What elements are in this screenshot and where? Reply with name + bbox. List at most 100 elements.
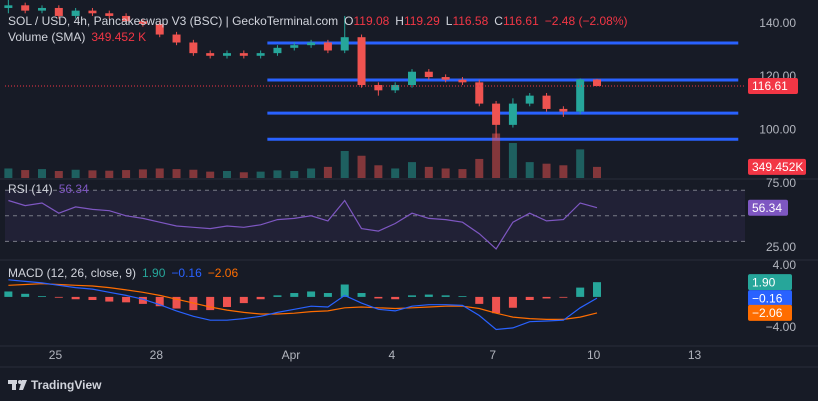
volume-bar (4, 168, 13, 178)
legend-value: 349.452 K (91, 30, 146, 44)
volume-bar (458, 169, 467, 178)
candle-body (441, 77, 450, 80)
candle-body (88, 10, 97, 14)
macd-histogram-bar (525, 296, 534, 301)
macd-histogram-bar (88, 296, 97, 301)
candle-body (391, 85, 400, 91)
volume-bar (492, 133, 501, 178)
volume-bar (273, 170, 282, 178)
volume-bar (155, 168, 164, 178)
macd-histogram-bar (21, 293, 30, 297)
x-tick-label: 28 (150, 348, 164, 362)
volume-bar (559, 165, 568, 178)
candle-body (374, 85, 383, 91)
value-box-label: −0.16 (752, 291, 783, 305)
candle-body (105, 13, 114, 16)
candle-body (357, 37, 366, 86)
candle-body (122, 15, 131, 22)
macd-histogram-bar (542, 296, 551, 299)
volume-bar (508, 143, 517, 178)
macd-histogram-bar (155, 296, 164, 307)
macd-histogram-bar (105, 296, 114, 302)
macd-histogram-bar (138, 296, 147, 304)
volume-bar (105, 170, 114, 178)
brand-logo (8, 380, 27, 390)
ohlc-value: 119.29 (404, 14, 440, 28)
ohlc-value: 119.08 (353, 14, 389, 28)
value-box (748, 78, 798, 95)
candle-body (559, 108, 568, 112)
macd-histogram-bar (441, 295, 450, 297)
candle-body (307, 42, 316, 46)
candle-body (542, 95, 551, 109)
ohlc-key: H (395, 14, 404, 28)
volume-legend: Volume (SMA) 349.452 K (8, 30, 146, 44)
x-tick-label: 25 (49, 348, 63, 362)
macd-histogram-bar (593, 282, 601, 297)
macd-histogram-bar (458, 296, 467, 297)
candle-body (223, 53, 231, 56)
ohlc-key: C (494, 14, 503, 28)
volume-bar (593, 166, 601, 178)
macd-histogram-bar (408, 295, 416, 297)
x-tick-label: 4 (388, 348, 395, 362)
macd-histogram-bar (307, 291, 316, 297)
change-value: −2.48 (−2.08%) (545, 14, 628, 28)
value-box (748, 290, 792, 307)
macd-histogram-bar (576, 287, 585, 297)
candle-body (54, 7, 63, 16)
macd-histogram-bar (492, 296, 501, 314)
volume-bar (290, 171, 299, 178)
candle-body (323, 42, 332, 51)
rsi-line (8, 199, 598, 250)
macd-line (8, 279, 598, 331)
macd-histogram-bar (38, 296, 46, 297)
y-tick-label: 100.00 (759, 122, 796, 136)
macd-histogram-bar (172, 296, 181, 309)
candle-body (525, 95, 534, 104)
candle-body (593, 79, 601, 87)
volume-bar (525, 162, 534, 178)
candle-body (239, 53, 248, 56)
value-box-label: 1.90 (752, 275, 776, 289)
x-tick-label: Apr (282, 348, 301, 362)
macd-histogram-bar (54, 296, 63, 298)
macd-histogram-bar (559, 296, 568, 298)
macd-histogram-bar (71, 296, 80, 300)
chart-title: SOL / USD, 4h, Pancakeswap V3 (BSC) | Ge… (8, 14, 628, 28)
macd-histogram-bar (290, 293, 299, 297)
macd-histogram-bar (256, 296, 265, 300)
macd-histogram-bar (357, 293, 366, 297)
candle-body (424, 71, 433, 78)
candle-body (189, 42, 198, 54)
macd-histogram-bar (4, 291, 13, 297)
title-text: SOL / USD, 4h, Pancakeswap V3 (BSC) | Ge… (8, 14, 338, 28)
volume-bar (357, 155, 366, 178)
volume-bar (408, 162, 416, 178)
value-box (748, 199, 788, 216)
volume-bar (374, 165, 383, 178)
candle-body (576, 79, 585, 112)
candle-body (38, 7, 46, 11)
macd-histogram-bar (273, 295, 282, 297)
volume-bar (475, 158, 484, 178)
candle-body (21, 5, 30, 11)
y-tick-label: 25.00 (766, 240, 796, 254)
legend-title: RSI (14) (8, 182, 53, 196)
volume-bar (54, 171, 63, 178)
ohlc-value: 116.61 (503, 14, 539, 28)
x-tick-label: 7 (489, 348, 496, 362)
macd-histogram-bar (508, 296, 517, 308)
candle-body (290, 45, 299, 48)
legend-value: 56.34 (59, 182, 89, 196)
macd-histogram-bar (122, 296, 131, 303)
value-box (748, 274, 792, 291)
volume-bar (172, 169, 181, 178)
volume-bar (138, 169, 147, 178)
signal-line (8, 283, 598, 320)
candle-body (458, 79, 467, 83)
candle-body (4, 5, 13, 8)
volume-bar (441, 168, 450, 178)
